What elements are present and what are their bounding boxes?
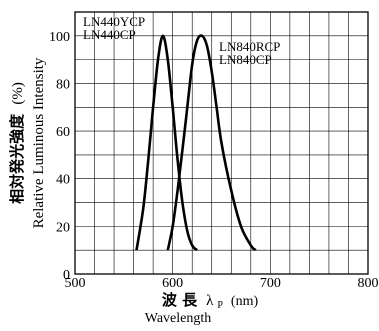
x-tick-label: 500 xyxy=(65,276,86,291)
x-tick-label: 800 xyxy=(358,276,379,291)
x-tick-label: 600 xyxy=(162,276,183,291)
series-curve-2 xyxy=(166,34,257,252)
y-axis-label-jp: 相対発光強度 xyxy=(8,113,26,204)
x-axis-label-jp: 波 長 xyxy=(162,291,198,309)
x-axis-label-unit: (nm) xyxy=(231,294,259,309)
y-tick-label: 100 xyxy=(49,30,70,45)
y-tick-label: 60 xyxy=(56,125,70,140)
y-axis-label-unit: (%) xyxy=(10,82,26,105)
x-axis-label: 波 長 λ P (nm) xyxy=(162,291,259,312)
x-tick-label: 700 xyxy=(260,276,281,291)
y-tick-label: 40 xyxy=(56,173,70,188)
series-curves xyxy=(135,34,257,252)
axis-ticks: 500 600 700 800 0 20 40 60 80 100 xyxy=(49,30,379,291)
series-curve-1 xyxy=(135,34,199,252)
x-axis-label-en: Wavelength xyxy=(145,311,212,326)
x-axis-label-symbol: λ xyxy=(206,293,214,309)
plot-frame xyxy=(74,11,369,275)
series-label-2: LN840CP xyxy=(219,52,272,67)
x-axis-label-sub: P xyxy=(217,300,223,311)
series-label-1: LN440YCP xyxy=(83,14,145,29)
y-axis-label-en: Relative Luminous Intensity xyxy=(31,57,47,228)
series-label-2: LN840RCP xyxy=(219,39,280,54)
series-label-1: LN440CP xyxy=(83,27,136,42)
y-tick-label: 0 xyxy=(63,268,70,283)
grid-lines xyxy=(75,12,368,274)
y-tick-label: 80 xyxy=(56,77,70,92)
y-tick-label: 20 xyxy=(56,220,70,235)
y-axis-label: 相対発光強度 (%) xyxy=(8,82,26,204)
svg-text:相対発光強度 (%): 相対発光強度 (%) xyxy=(8,82,26,204)
